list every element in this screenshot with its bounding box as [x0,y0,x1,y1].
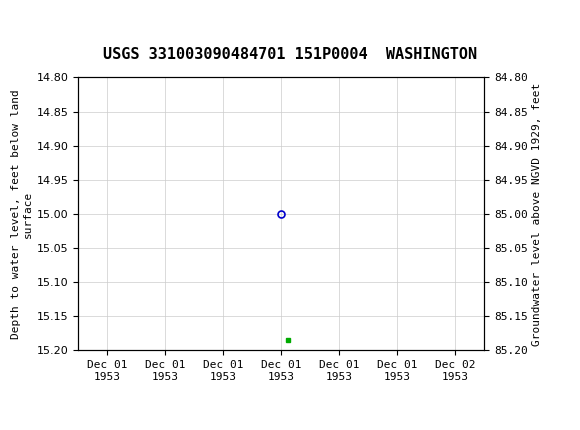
Y-axis label: Depth to water level, feet below land
surface: Depth to water level, feet below land su… [11,89,32,339]
Text: USGS 331003090484701 151P0004  WASHINGTON: USGS 331003090484701 151P0004 WASHINGTON [103,47,477,62]
Y-axis label: Groundwater level above NGVD 1929, feet: Groundwater level above NGVD 1929, feet [532,82,542,346]
Text: ≈USGS: ≈USGS [9,14,79,31]
